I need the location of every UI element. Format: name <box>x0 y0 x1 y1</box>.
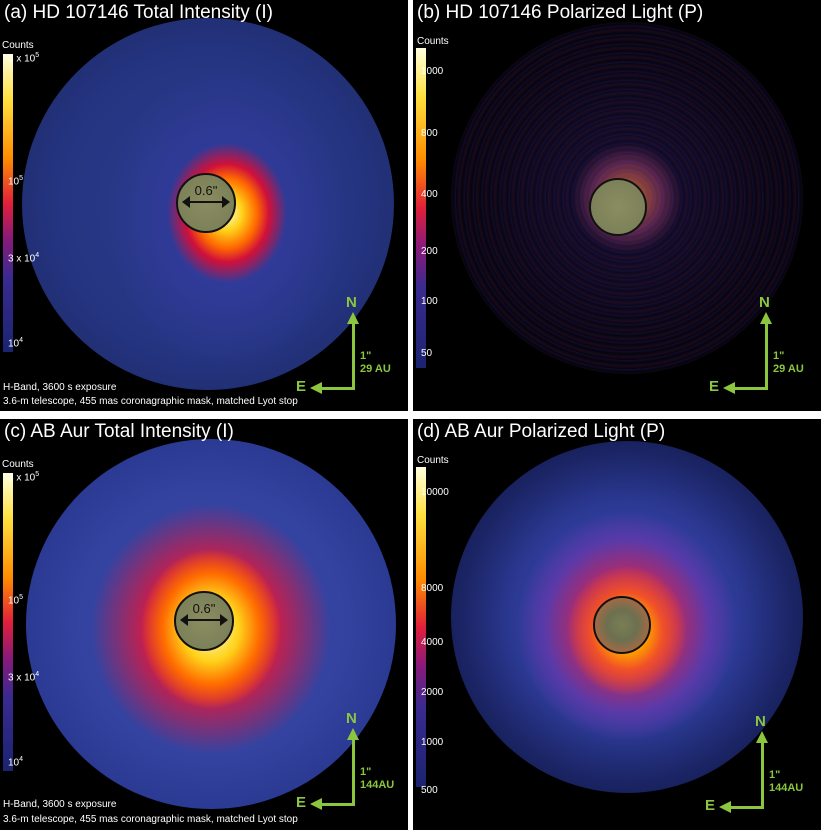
coronagraph-mask <box>589 178 647 236</box>
colorbar-tick: 50 <box>421 348 433 359</box>
colorbar <box>3 54 13 352</box>
colorbar <box>3 473 13 771</box>
scale-au: 29 AU <box>360 363 391 375</box>
scale-au: 29 AU <box>773 363 804 375</box>
colorbar-tick: 105 <box>8 594 24 607</box>
colorbar-tick: 2000 <box>421 687 444 698</box>
colorbar-tick: 3 x 104 <box>8 671 40 684</box>
observation-note: H-Band, 3600 s exposure <box>3 382 117 393</box>
panel-a-title: (a) HD 107146 Total Intensity (I) <box>4 2 273 23</box>
east-arrow-icon <box>719 801 731 813</box>
mask-size-arrow <box>182 196 230 208</box>
compass-rose: N E 1" 144AU <box>705 713 803 819</box>
scale-arcsec: 1" <box>360 350 372 362</box>
colorbar-tick: 200 <box>421 246 438 257</box>
colorbar-tick: 3 x 105 <box>8 52 40 65</box>
observation-note: 3.6-m telescope, 455 mas coronagraphic m… <box>3 814 298 825</box>
observation-note: 3.6-m telescope, 455 mas coronagraphic m… <box>3 396 298 407</box>
coronagraph-mask <box>593 596 651 654</box>
colorbar-tick: 100 <box>421 296 438 307</box>
colorbar-tick: 8000 <box>421 583 444 594</box>
east-label: E <box>709 378 720 395</box>
colorbar-tick: 800 <box>421 128 438 139</box>
panel-d-title: (d) AB Aur Polarized Light (P) <box>417 421 666 442</box>
east-label: E <box>296 378 307 395</box>
scale-arcsec: 1" <box>773 350 785 362</box>
colorbar-tick: 104 <box>8 337 24 350</box>
colorbar-tick: 4000 <box>421 637 444 648</box>
colorbar-tick: 3 x 105 <box>8 471 40 484</box>
east-arrow-line <box>733 387 768 390</box>
north-arrow-line <box>761 739 764 809</box>
east-label: E <box>296 794 307 811</box>
north-label: N <box>755 713 766 730</box>
colorbar-title: Counts <box>2 40 34 51</box>
colorbar-tick: 104 <box>8 756 24 769</box>
compass-rose: N E 1" 29 AU <box>709 294 804 400</box>
colorbar-tick: 400 <box>421 189 438 200</box>
north-arrow-line <box>352 320 355 390</box>
panel-ab-aur-total-intensity: (c) AB Aur Total Intensity (I) Counts 3 … <box>0 419 408 830</box>
coronagraph-mask: 0.6" <box>174 591 234 651</box>
scale-au: 144AU <box>360 779 395 791</box>
east-arrow-icon <box>310 382 322 394</box>
panel-hd107146-polarized-light: (b) HD 107146 Polarized Light (P) Counts… <box>413 0 821 411</box>
colorbar-tick: 10000 <box>421 487 449 498</box>
north-label: N <box>346 710 357 727</box>
east-label: E <box>705 797 716 814</box>
colorbar <box>416 48 426 368</box>
colorbar-tick: 500 <box>421 785 438 796</box>
panel-ab-aur-polarized-light: (d) AB Aur Polarized Light (P) Counts 10… <box>413 419 821 830</box>
colorbar-title: Counts <box>417 455 449 466</box>
panel-b-title: (b) HD 107146 Polarized Light (P) <box>417 2 704 23</box>
observation-note: H-Band, 3600 s exposure <box>3 799 117 810</box>
colorbar <box>416 467 426 787</box>
panel-hd107146-total-intensity: (a) HD 107146 Total Intensity (I) Counts… <box>0 0 408 411</box>
mask-size-arrow <box>180 614 228 626</box>
coronagraph-mask: 0.6" <box>176 173 236 233</box>
east-arrow-icon <box>310 798 322 810</box>
east-arrow-line <box>320 803 355 806</box>
compass-rose: N E 1" 144AU <box>296 710 394 816</box>
colorbar-tick: 1000 <box>421 66 444 77</box>
colorbar-title: Counts <box>417 36 449 47</box>
north-arrow-icon <box>760 312 772 324</box>
scale-arcsec: 1" <box>360 766 372 778</box>
mask-size-label: 0.6" <box>194 183 218 198</box>
scale-arcsec: 1" <box>769 769 781 781</box>
east-arrow-line <box>320 387 355 390</box>
north-label: N <box>346 294 357 311</box>
colorbar-tick: 1000 <box>421 737 444 748</box>
north-arrow-line <box>765 320 768 390</box>
north-label: N <box>759 294 770 311</box>
colorbar-tick: 3 x 104 <box>8 252 40 265</box>
scale-au: 144AU <box>769 782 804 794</box>
mask-size-label: 0.6" <box>192 601 216 616</box>
north-arrow-icon <box>347 312 359 324</box>
north-arrow-line <box>352 736 355 806</box>
panel-c-title: (c) AB Aur Total Intensity (I) <box>4 421 234 442</box>
colorbar-title: Counts <box>2 459 34 470</box>
colorbar-tick: 105 <box>8 175 24 188</box>
north-arrow-icon <box>756 731 768 743</box>
compass-rose: N E 1" 29 AU <box>296 294 391 400</box>
east-arrow-line <box>729 806 764 809</box>
north-arrow-icon <box>347 728 359 740</box>
east-arrow-icon <box>723 382 735 394</box>
